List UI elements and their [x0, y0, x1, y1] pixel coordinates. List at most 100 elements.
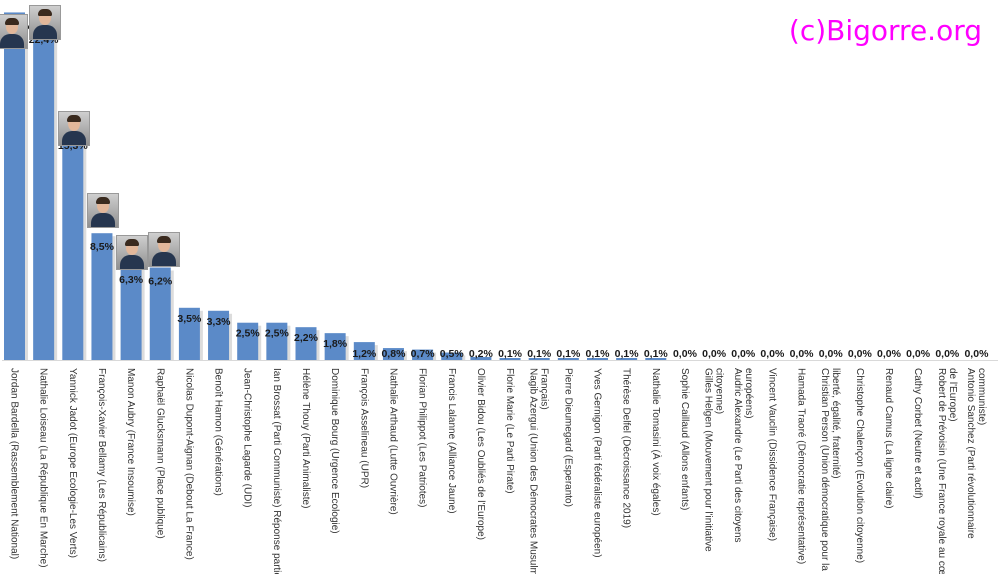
- category-label: Jordan Bardella (Rassemblement National): [9, 368, 20, 559]
- category-label: Sophie Caillaud (Allons enfants): [679, 368, 690, 510]
- photo-hair: [156, 235, 171, 243]
- value-label: 0,1%: [644, 348, 669, 360]
- photo-body: [0, 34, 24, 48]
- value-label: 0,2%: [469, 348, 494, 360]
- category-label-line: Français): [539, 368, 550, 410]
- bar: [470, 357, 492, 360]
- value-label: 1,8%: [323, 338, 348, 350]
- category-label-line: Renaud Camus (La ligne claire): [883, 368, 894, 509]
- bar: [616, 358, 638, 360]
- bar: [295, 327, 317, 360]
- category-label: Olivier Bidou (Les Oubliés de l'Europe): [475, 368, 486, 540]
- value-label: 0,8%: [381, 348, 406, 360]
- value-label: 0,0%: [964, 348, 989, 360]
- value-label: 0,0%: [906, 348, 931, 360]
- category-label-line: Manon Aubry (France Insoumise): [125, 368, 136, 516]
- bar: [178, 307, 200, 360]
- value-label: 2,5%: [265, 328, 290, 340]
- photo-hair: [95, 197, 110, 205]
- category-label-line: Dominique Bourg (Urgence Ecologie): [329, 368, 340, 534]
- category-label: Pierre Dieumegard (Esperanto): [562, 368, 573, 507]
- category-label-line: Pierre Dieumegard (Esperanto): [562, 368, 573, 507]
- bar: [120, 266, 142, 360]
- value-label: 0,0%: [731, 348, 756, 360]
- bar: [645, 358, 667, 360]
- category-label-line: Francis Lalanne (Alliance Jaune): [446, 368, 457, 514]
- category-label: François Asselineau (UPR): [358, 368, 369, 488]
- category-label-line: Robert de Prévoisin (Une France royale a…: [936, 368, 947, 574]
- value-label: 3,3%: [207, 316, 232, 328]
- candidate-photo: [86, 193, 119, 229]
- value-label: 0,0%: [819, 348, 844, 360]
- value-label: 3,5%: [177, 313, 202, 325]
- category-label-line: Raphaël Glucksmann (Place publique): [154, 368, 165, 539]
- category-label-line: Nicolas Dupont-Aignan (Debout La France): [183, 368, 194, 560]
- category-label-line: Gilles Helgen (Mouvement pour l'initiati…: [703, 368, 714, 552]
- bar: [4, 12, 25, 360]
- category-label-line: François Asselineau (UPR): [358, 368, 369, 488]
- photo-body: [151, 251, 176, 266]
- candidate-photo: [28, 4, 61, 40]
- value-labels: 23,3%22,4%15,3%8,5%6,3%6,2%3,5%3,3%2,5%2…: [0, 20, 989, 360]
- value-label: 0,0%: [848, 348, 873, 360]
- category-label-line: européens): [743, 368, 754, 419]
- photo-hair: [37, 8, 52, 16]
- bar: [266, 322, 288, 360]
- category-label-line: Florie Marie (Le Parti Pirate): [504, 368, 515, 494]
- photo-hair: [66, 114, 81, 122]
- category-label: Robert de Prévoisin (Une France royale a…: [936, 368, 958, 574]
- category-label-line: Christian Person (Union démocratique pou…: [819, 368, 830, 571]
- value-label: 0,0%: [760, 348, 785, 360]
- value-label: 0,0%: [702, 348, 727, 360]
- category-label-line: Benoît Hamon (Générations): [213, 368, 224, 496]
- category-label: Nathalie Arthaud (Lutte Ouvrière): [387, 368, 398, 515]
- value-label: 0,1%: [615, 348, 640, 360]
- bar: [91, 233, 113, 360]
- category-label-line: François-Xavier Bellamy (Les Républicain…: [96, 368, 107, 562]
- category-label: Christophe Chalençon (Evolution citoyenn…: [854, 368, 865, 563]
- bar: [324, 333, 346, 360]
- candidate-photo: [0, 14, 28, 49]
- bar: [587, 358, 608, 360]
- category-label-line: Nagib Azergui (Union des Démocrates Musu…: [528, 368, 539, 574]
- category-label-line: Sophie Caillaud (Allons enfants): [679, 368, 690, 510]
- value-label: 0,1%: [556, 348, 581, 360]
- value-label: 0,7%: [411, 348, 436, 360]
- value-label: 0,1%: [498, 348, 523, 360]
- category-label: Nathalie Tomasini (À voix égales): [650, 368, 663, 516]
- value-label: 0,1%: [527, 348, 552, 360]
- category-label-line: Nathalie Arthaud (Lutte Ouvrière): [387, 368, 398, 515]
- bar: [499, 358, 521, 360]
- category-label: Francis Lalanne (Alliance Jaune): [446, 368, 457, 514]
- category-label-line: citoyenne): [714, 368, 725, 414]
- photo-body: [119, 255, 144, 270]
- value-label: 0,5%: [440, 348, 465, 360]
- category-label: Christian Person (Union démocratique pou…: [819, 368, 841, 571]
- category-label-line: de l'Europe): [947, 368, 958, 422]
- value-label: 0,0%: [790, 348, 815, 360]
- category-label-line: Cathy Corbet (Neutre et actif): [912, 368, 923, 499]
- category-label-line: Vincent Vauclin (Dissidence Française): [766, 368, 777, 541]
- bar: [208, 310, 230, 360]
- category-label: Renaud Camus (La ligne claire): [883, 368, 894, 509]
- category-label: Audric Alexandre (Le Parti des citoyense…: [732, 368, 754, 543]
- category-label-line: Hélène Thouy (Parti Animaliste): [300, 368, 311, 508]
- value-label: 2,5%: [236, 328, 261, 340]
- category-label-line: liberté, égalité, fraternité): [830, 368, 841, 479]
- category-label: Cathy Corbet (Neutre et actif): [912, 368, 923, 499]
- photo-body: [61, 130, 86, 145]
- category-label: Nicolas Dupont-Aignan (Debout La France): [183, 368, 194, 560]
- category-label: Manon Aubry (France Insoumise): [125, 368, 136, 516]
- category-label: Florie Marie (Le Parti Pirate): [504, 368, 515, 494]
- category-label: Thérèse Delfel (Décroissance 2019): [621, 368, 632, 528]
- photo-body: [90, 213, 115, 228]
- photo-hair: [4, 18, 19, 25]
- category-label-line: Audric Alexandre (Le Parti des citoyens: [732, 368, 743, 543]
- category-label-line: Antonio Sanchez (Parti révolutionnaire: [965, 368, 976, 539]
- category-labels: Jordan Bardella (Rassemblement National)…: [9, 368, 987, 574]
- category-label: Yannick Jadot (Europe Ecologie-Les Verts…: [67, 368, 78, 558]
- category-label: Nagib Azergui (Union des Démocrates Musu…: [528, 368, 550, 574]
- candidate-photo: [57, 110, 90, 146]
- watermark: (c)Bigorre.org: [788, 14, 982, 47]
- category-label: Raphaël Glucksmann (Place publique): [154, 368, 165, 539]
